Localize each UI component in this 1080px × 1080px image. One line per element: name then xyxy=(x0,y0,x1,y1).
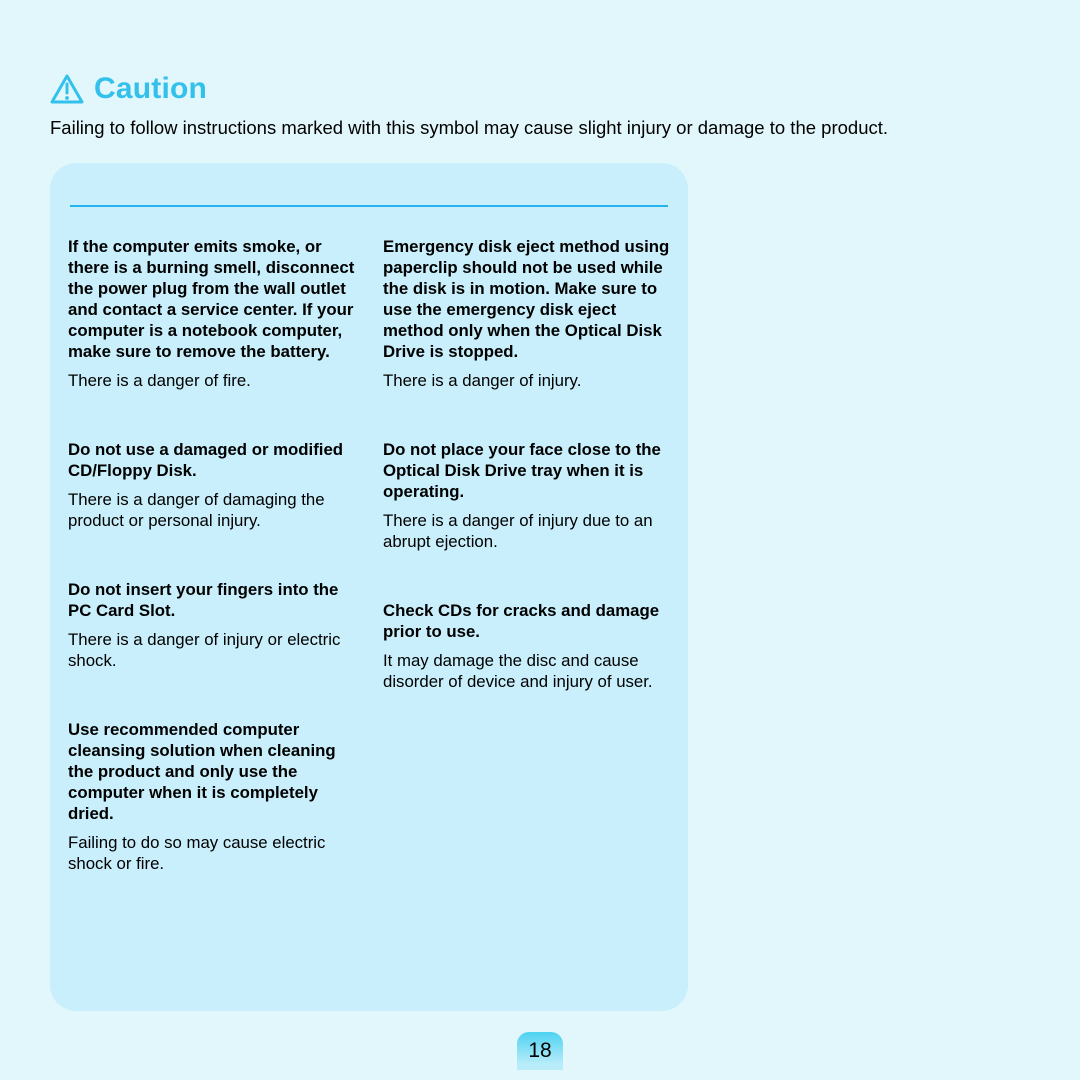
page-number-container: 18 xyxy=(0,1032,1080,1070)
panel-columns: If the computer emits smoke, or there is… xyxy=(68,237,670,875)
caution-subtitle: Failing to follow instructions marked wi… xyxy=(50,116,1030,141)
panel-divider xyxy=(70,205,668,207)
item-body: There is a danger of injury due to an ab… xyxy=(383,511,670,553)
item-heading: Check CDs for cracks and damage prior to… xyxy=(383,601,670,643)
item-heading: Emergency disk eject method using paperc… xyxy=(383,237,670,363)
caution-title: Caution xyxy=(94,72,207,106)
page-number: 18 xyxy=(517,1032,563,1070)
item-body: It may damage the disc and cause disorde… xyxy=(383,651,670,693)
caution-item: Check CDs for cracks and damage prior to… xyxy=(383,601,670,693)
caution-item: Do not place your face close to the Opti… xyxy=(383,440,670,553)
caution-item: If the computer emits smoke, or there is… xyxy=(68,237,355,392)
item-heading: Do not place your face close to the Opti… xyxy=(383,440,670,503)
right-column: Emergency disk eject method using paperc… xyxy=(383,237,670,875)
document-page: Caution Failing to follow instructions m… xyxy=(0,0,1080,1011)
caution-item: Do not insert your fingers into the PC C… xyxy=(68,580,355,672)
item-body: There is a danger of injury. xyxy=(383,371,670,392)
caution-item: Emergency disk eject method using paperc… xyxy=(383,237,670,392)
item-heading: Do not use a damaged or modified CD/Flop… xyxy=(68,440,355,482)
left-column: If the computer emits smoke, or there is… xyxy=(68,237,355,875)
caution-item: Do not use a damaged or modified CD/Flop… xyxy=(68,440,355,532)
item-body: There is a danger of fire. xyxy=(68,371,355,392)
item-heading: If the computer emits smoke, or there is… xyxy=(68,237,355,363)
caution-heading: Caution xyxy=(50,72,1030,106)
item-body: There is a danger of damaging the produc… xyxy=(68,490,355,532)
item-body: Failing to do so may cause electric shoc… xyxy=(68,833,355,875)
item-heading: Do not insert your fingers into the PC C… xyxy=(68,580,355,622)
caution-triangle-icon xyxy=(50,74,84,104)
item-body: There is a danger of injury or electric … xyxy=(68,630,355,672)
caution-panel: If the computer emits smoke, or there is… xyxy=(50,163,688,1011)
caution-item: Use recommended computer cleansing solut… xyxy=(68,720,355,875)
item-heading: Use recommended computer cleansing solut… xyxy=(68,720,355,825)
